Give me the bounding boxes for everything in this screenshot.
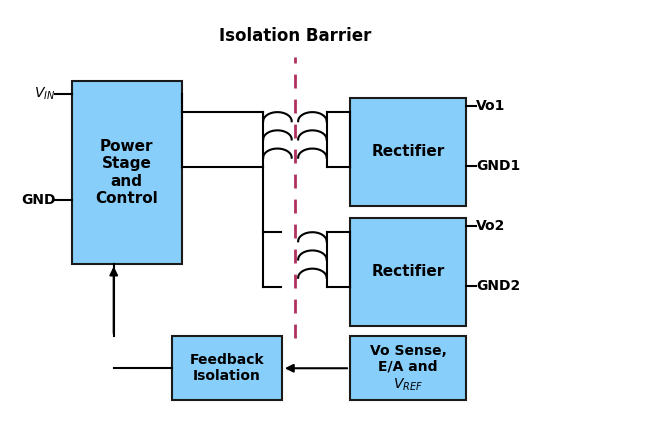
Text: Vo2: Vo2 bbox=[476, 220, 506, 233]
Text: GND1: GND1 bbox=[476, 159, 520, 173]
Bar bbox=[350, 218, 467, 326]
Text: Vo Sense,
E/A and
$V_{REF}$: Vo Sense, E/A and $V_{REF}$ bbox=[369, 344, 447, 393]
Bar bbox=[71, 81, 182, 264]
Text: Feedback
Isolation: Feedback Isolation bbox=[190, 353, 264, 383]
Bar bbox=[350, 98, 467, 206]
Text: GND: GND bbox=[21, 193, 56, 206]
Bar bbox=[172, 336, 282, 400]
Text: GND2: GND2 bbox=[476, 279, 520, 294]
Text: Isolation Barrier: Isolation Barrier bbox=[219, 27, 371, 45]
Text: Rectifier: Rectifier bbox=[371, 265, 445, 279]
Text: $V_{IN}$: $V_{IN}$ bbox=[34, 86, 56, 102]
Text: Vo1: Vo1 bbox=[476, 99, 506, 113]
Bar bbox=[350, 336, 467, 400]
Text: Rectifier: Rectifier bbox=[371, 144, 445, 159]
Text: Power
Stage
and
Control: Power Stage and Control bbox=[95, 139, 158, 206]
